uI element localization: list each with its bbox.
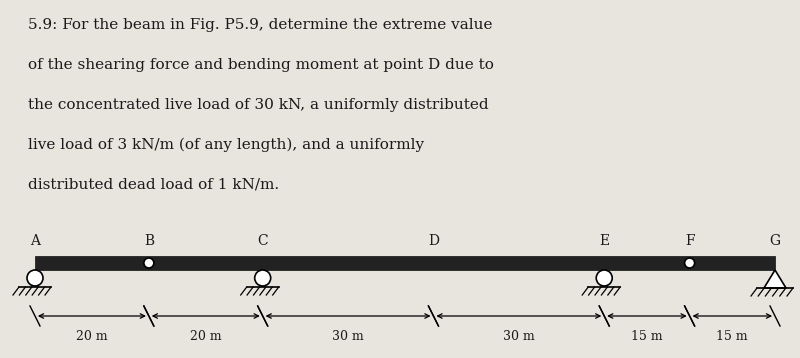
Text: F: F — [685, 234, 694, 248]
Circle shape — [596, 270, 612, 286]
Text: 30 m: 30 m — [503, 330, 534, 343]
Circle shape — [27, 270, 43, 286]
Text: live load of 3 kN/m (of any length), and a uniformly: live load of 3 kN/m (of any length), and… — [28, 138, 424, 153]
Bar — [35, 256, 775, 270]
Text: B: B — [144, 234, 154, 248]
Text: 15 m: 15 m — [631, 330, 662, 343]
Text: 15 m: 15 m — [717, 330, 748, 343]
Text: distributed dead load of 1 kN/m.: distributed dead load of 1 kN/m. — [28, 178, 279, 192]
Text: 30 m: 30 m — [332, 330, 364, 343]
Text: A: A — [30, 234, 40, 248]
Circle shape — [254, 270, 270, 286]
Text: the concentrated live load of 30 kN, a uniformly distributed: the concentrated live load of 30 kN, a u… — [28, 98, 489, 112]
Text: of the shearing force and bending moment at point D due to: of the shearing force and bending moment… — [28, 58, 494, 72]
Text: 20 m: 20 m — [190, 330, 222, 343]
Text: D: D — [428, 234, 439, 248]
Circle shape — [685, 258, 694, 268]
Text: G: G — [770, 234, 781, 248]
Text: 5.9: For the beam in Fig. P5.9, determine the extreme value: 5.9: For the beam in Fig. P5.9, determin… — [28, 18, 493, 32]
Text: E: E — [599, 234, 610, 248]
Polygon shape — [764, 270, 786, 288]
Text: C: C — [258, 234, 268, 248]
Circle shape — [144, 258, 154, 268]
Text: 20 m: 20 m — [76, 330, 108, 343]
